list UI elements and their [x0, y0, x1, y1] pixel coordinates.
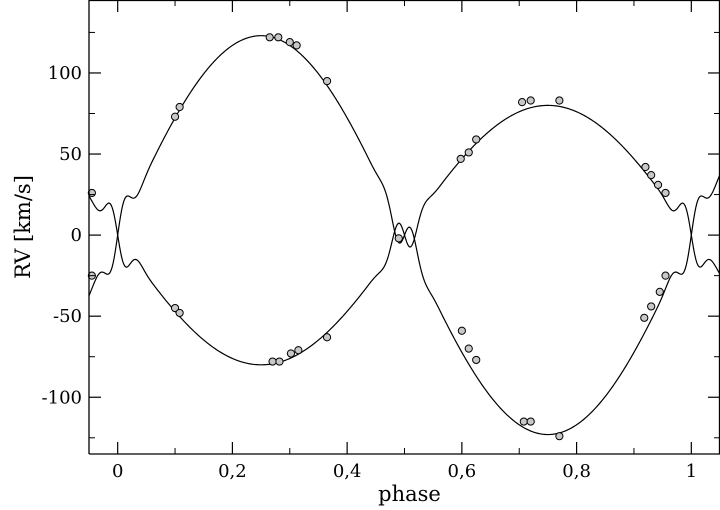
data-point-s2-11 [472, 135, 481, 144]
y-tick-label: -50 [53, 306, 82, 327]
model-curve-2 [89, 104, 720, 366]
data-point-s1-8 [322, 76, 332, 86]
data-point-s2-18 [661, 188, 670, 198]
data-point-s2-5 [275, 357, 284, 366]
data-point-s1-10 [457, 326, 466, 335]
data-point-s2-7 [294, 346, 303, 355]
data-point-s2-4 [268, 357, 277, 366]
data-point-s1-6 [285, 38, 294, 47]
data-point-s1-18 [655, 287, 664, 296]
x-tick-label: 1 [686, 461, 697, 482]
y-axis-title: RV [km/s] [11, 175, 35, 279]
data-point-s2-14 [555, 96, 564, 105]
x-tick-label: 0,6 [448, 461, 477, 482]
data-point-s1-19 [661, 271, 670, 280]
y-tick-label: -100 [42, 387, 82, 408]
data-point-s1-15 [555, 432, 564, 441]
data-point-s2-8 [322, 333, 332, 342]
data-point-s1-17 [647, 302, 656, 311]
data-point-s1-5 [274, 33, 283, 42]
data-point-s1-2 [170, 112, 180, 121]
data-point-s1-13 [519, 417, 528, 426]
data-point-s2-12 [517, 98, 527, 107]
plot-area [87, 33, 720, 441]
data-point-s1-3 [175, 102, 184, 112]
data-point-s2-3 [175, 308, 184, 318]
data-point-s1-9 [394, 234, 403, 243]
data-point-s1-14 [526, 417, 535, 426]
axes: 0 0,2 0,4 0,6 0,8 1 -100 -50 0 50 100 [42, 0, 720, 482]
x-axis-title: phase [378, 482, 441, 506]
y-tick-label: 0 [71, 225, 82, 246]
data-point-s2-9 [456, 154, 465, 163]
y-tick-label: 100 [48, 63, 82, 84]
data-point-s1-16 [640, 313, 649, 322]
data-point-s1-7 [292, 41, 301, 50]
data-point-s2-13 [526, 96, 535, 105]
x-tick-label: 0,8 [562, 461, 591, 482]
data-point-s1-12 [472, 355, 481, 365]
data-point-s2-16 [647, 171, 656, 180]
data-point-s2-17 [653, 180, 663, 189]
data-point-s1-4 [265, 33, 274, 42]
data-point-s2-6 [286, 349, 296, 358]
data-point-s2-2 [170, 303, 180, 313]
x-tick-label: 0 [112, 461, 123, 482]
x-tick-label: 0,2 [218, 461, 247, 482]
data-point-s1-11 [464, 344, 473, 353]
data-point-s2-10 [464, 148, 473, 157]
x-tick-label: 0,4 [333, 461, 362, 482]
data-point-s2-15 [641, 162, 650, 172]
y-tick-label: 50 [59, 144, 82, 165]
